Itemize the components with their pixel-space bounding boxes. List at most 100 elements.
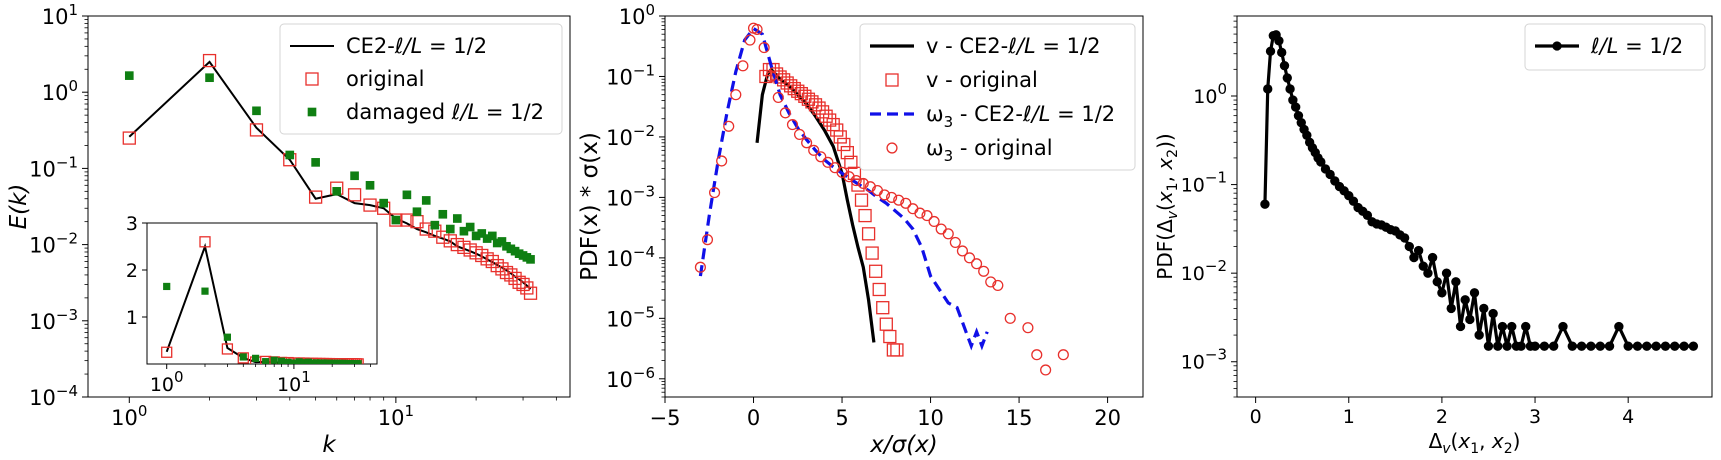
legend-text: CE2- (346, 34, 395, 58)
legend-label: damaged ℓ/L = 1/2 (346, 100, 544, 124)
data-point (1413, 245, 1424, 256)
x-axis-label: k (322, 432, 337, 458)
tick-exponent: −5 (633, 303, 655, 321)
data-point (252, 354, 260, 362)
label-text: PDF(Δ (1153, 219, 1177, 280)
data-point (857, 177, 869, 190)
inset-x-tick-label: 101 (277, 368, 311, 396)
legend-frame (859, 23, 1136, 171)
x-tick-label: 1 (1343, 406, 1355, 428)
data-point (1316, 157, 1326, 167)
y-tick-label: 10−5 (606, 303, 655, 331)
label-italic: x (1491, 429, 1504, 453)
tick-exponent: −2 (56, 230, 78, 248)
legend-italic: ℓ/L (451, 100, 479, 124)
label-text: , (1479, 429, 1492, 453)
data-point (840, 145, 854, 160)
data-point (716, 155, 728, 167)
data-point (523, 286, 538, 300)
tick-base: 10 (29, 386, 56, 410)
data-point (765, 70, 777, 83)
data-point (815, 105, 830, 119)
data-point (858, 208, 872, 223)
tick-exponent: −4 (56, 382, 78, 400)
y-tick-label: 101 (42, 1, 78, 29)
y-axis-label: E(k) (6, 184, 32, 230)
tick-exponent: −2 (1205, 257, 1227, 275)
data-point (290, 359, 298, 364)
data-point (480, 252, 494, 266)
data-point (526, 255, 535, 264)
data-point (791, 84, 805, 98)
tick-base: 10 (378, 406, 405, 430)
data-point (893, 194, 905, 206)
label-italic: x (1153, 158, 1177, 171)
tick-exponent: −6 (633, 364, 655, 382)
data-point (347, 188, 362, 202)
data-point (492, 238, 502, 248)
data-point (883, 329, 897, 344)
data-point (124, 71, 134, 80)
data-point (1265, 46, 1276, 56)
inset-x-tick-label: 100 (150, 368, 184, 396)
tick-base: 10 (29, 157, 56, 181)
data-point (436, 230, 450, 244)
legend-text: v - CE2- (926, 34, 1008, 58)
data-point (751, 23, 763, 35)
data-point (1348, 196, 1359, 206)
legend-italic: ℓ/L (1007, 34, 1035, 58)
data-point (808, 144, 820, 156)
data-point (445, 224, 455, 234)
data-point (1441, 268, 1452, 278)
data-point (1465, 314, 1475, 325)
data-point (490, 258, 504, 273)
legend: ℓ/L = 1/2 (1524, 23, 1706, 71)
legend-frame (279, 23, 563, 135)
data-point (759, 69, 773, 84)
legend-label: v - original (926, 68, 1038, 92)
tick-base: 10 (606, 186, 633, 210)
data-point (354, 360, 362, 364)
label-text: )) (1153, 133, 1177, 149)
data-layer (122, 53, 538, 300)
tick-base: 10 (111, 406, 138, 430)
data-point (262, 358, 270, 364)
x-tick-label: 20 (1094, 406, 1121, 430)
x-tick-label: 100 (111, 402, 147, 430)
data-point (1670, 341, 1680, 351)
data-point (701, 234, 714, 246)
data-point (1409, 252, 1419, 263)
tick-exponent: −3 (1205, 346, 1227, 364)
data-point (438, 209, 448, 219)
data-point (304, 358, 313, 364)
data-point (1614, 321, 1624, 332)
data-point (833, 130, 847, 144)
data-point (872, 282, 886, 297)
data-point (1446, 303, 1456, 314)
x-tick-label: −5 (650, 406, 681, 430)
x-tick-label: 10 (917, 406, 944, 430)
tick-exponent: −4 (633, 243, 655, 261)
x-tick-label: 15 (1006, 406, 1033, 430)
label-subscript: v (1442, 441, 1451, 457)
legend-italic: ℓ/L (1590, 34, 1618, 58)
data-point (1567, 341, 1577, 351)
data-point (1418, 261, 1428, 271)
tick-base: 10 (42, 81, 69, 105)
data-point (1022, 322, 1034, 334)
x-tick-label: 0 (1250, 406, 1262, 428)
legend-subscript: 3 (944, 147, 954, 165)
legend-label: original (346, 67, 425, 91)
data-point (808, 98, 823, 112)
y-tick-label: 10−6 (606, 364, 655, 392)
data-point (709, 187, 721, 199)
tick-base: 10 (1193, 86, 1217, 108)
data-point (308, 359, 317, 364)
data-point (308, 190, 323, 204)
data-point (1455, 321, 1466, 332)
tick-base: 10 (606, 368, 633, 392)
tick-base: 10 (29, 310, 56, 334)
legend-subscript: 3 (944, 113, 954, 131)
